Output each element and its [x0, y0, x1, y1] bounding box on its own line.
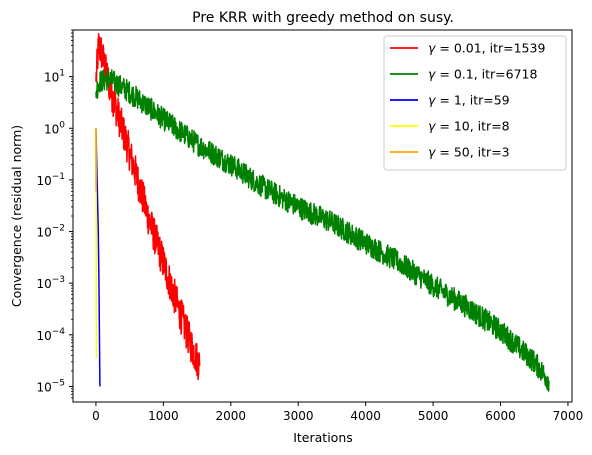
x-tick-label: 0 [92, 409, 100, 423]
legend-box [383, 35, 567, 171]
chart-title: Pre KRR with greedy method on susy. [192, 10, 454, 26]
series-line-2 [95, 128, 101, 387]
series-line-0 [95, 32, 201, 381]
legend-entry: γ = 50, itr=3 [428, 145, 510, 160]
legend: γ = 0.01, itr=1539 γ = 0.1, itr=6718 γ = 1… [383, 35, 567, 171]
y-tick-label: 10−4 [36, 327, 65, 343]
x-axis: 0 1000 2000 3000 4000 5000 6000 7000 [92, 402, 583, 423]
legend-entry: γ = 10, itr=8 [428, 119, 510, 134]
legend-entry: γ = 0.01, itr=1539 [428, 41, 545, 56]
y-tick-label: 10−5 [36, 378, 65, 394]
y-tick-label: 10−1 [36, 172, 65, 188]
y-tick-label: 10−3 [36, 275, 65, 291]
y-axis-label: Convergence (residual norm) [9, 125, 24, 307]
y-axis: 10−5 10−4 10−3 10−2 10−1 100 101 [36, 29, 73, 399]
x-axis-label: Iterations [293, 430, 353, 445]
series-line-1 [95, 69, 550, 392]
legend-entry: γ = 0.1, itr=6718 [428, 67, 537, 82]
x-tick-label: 5000 [418, 409, 449, 423]
y-tick-label: 100 [44, 120, 65, 136]
x-tick-label: 1000 [148, 409, 179, 423]
y-tick-label: 10−2 [36, 224, 65, 240]
x-tick-label: 6000 [485, 409, 516, 423]
y-tick-label: 101 [44, 69, 65, 85]
x-tick-label: 2000 [216, 409, 247, 423]
x-tick-label: 7000 [553, 409, 584, 423]
series-group [95, 32, 550, 392]
x-tick-label: 4000 [350, 409, 381, 423]
x-tick-label: 3000 [283, 409, 314, 423]
legend-entry: γ = 1, itr=59 [428, 93, 510, 108]
